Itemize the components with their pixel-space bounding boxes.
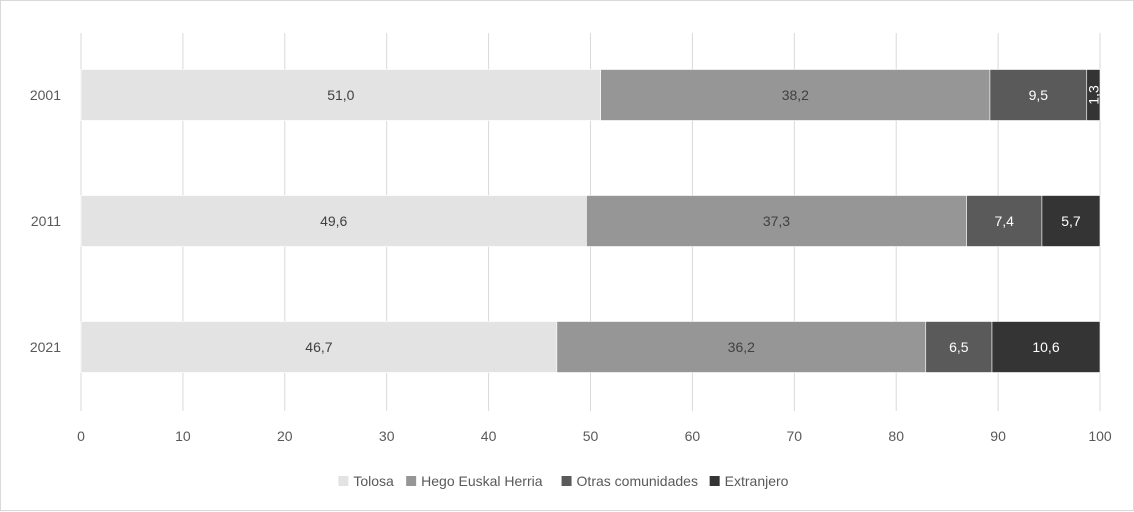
bar-segment bbox=[966, 195, 1043, 247]
legend-label: Otras comunidades bbox=[577, 473, 698, 489]
bar-segment bbox=[1041, 195, 1101, 247]
legend-label: Tolosa bbox=[353, 473, 394, 489]
data-label: 49,6 bbox=[320, 213, 347, 229]
legend-swatch bbox=[338, 476, 349, 486]
bar-segment bbox=[556, 321, 927, 373]
x-tick-label: 20 bbox=[277, 428, 293, 444]
data-label: 38,2 bbox=[782, 87, 809, 103]
bar-segment bbox=[925, 321, 993, 373]
x-tick-label: 60 bbox=[685, 428, 701, 444]
bar-segment bbox=[600, 69, 991, 121]
x-tick-label: 0 bbox=[77, 428, 85, 444]
legend-swatch bbox=[406, 476, 417, 486]
bar-segment bbox=[1086, 69, 1101, 121]
data-label: 6,5 bbox=[949, 339, 969, 355]
data-label: 5,7 bbox=[1061, 213, 1081, 229]
data-label: 37,3 bbox=[763, 213, 790, 229]
y-tick-label: 2011 bbox=[31, 213, 61, 229]
x-tick-label: 100 bbox=[1088, 428, 1112, 444]
bar-segment bbox=[991, 321, 1101, 373]
x-tick-label: 90 bbox=[990, 428, 1006, 444]
bar-segment bbox=[586, 195, 967, 247]
bar-segment bbox=[80, 321, 558, 373]
x-tick-label: 30 bbox=[379, 428, 395, 444]
legend-swatch bbox=[709, 476, 720, 486]
data-label: 9,5 bbox=[1029, 87, 1049, 103]
data-label: 7,4 bbox=[994, 213, 1014, 229]
x-tick-label: 80 bbox=[888, 428, 904, 444]
x-tick-label: 70 bbox=[787, 428, 803, 444]
data-label: 36,2 bbox=[728, 339, 755, 355]
legend-label: Hego Euskal Herria bbox=[421, 473, 543, 489]
bar-segment bbox=[80, 69, 601, 121]
x-tick-label: 50 bbox=[583, 428, 599, 444]
data-label: 10,6 bbox=[1032, 339, 1059, 355]
x-tick-label: 10 bbox=[175, 428, 191, 444]
legend-swatch bbox=[561, 476, 572, 486]
x-tick-label: 40 bbox=[481, 428, 497, 444]
y-tick-label: 2021 bbox=[30, 339, 61, 355]
data-label: 51,0 bbox=[327, 87, 354, 103]
y-tick-label: 2001 bbox=[30, 87, 61, 103]
data-label: 1,3 bbox=[1085, 85, 1101, 105]
legend-label: Extranjero bbox=[725, 473, 789, 489]
bar-segment bbox=[989, 69, 1088, 121]
data-label: 46,7 bbox=[305, 339, 332, 355]
